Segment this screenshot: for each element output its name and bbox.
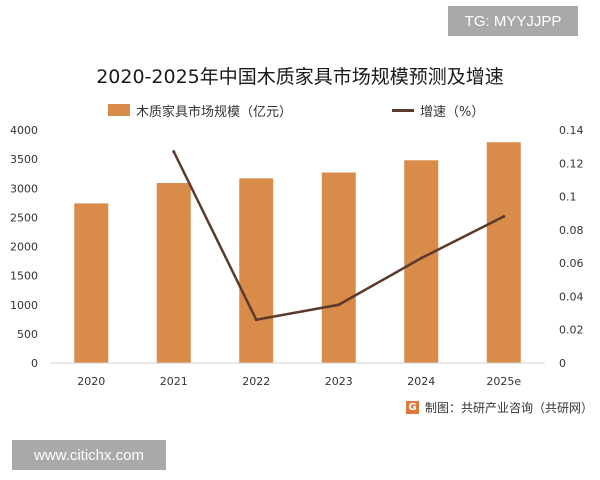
y-left-tick-label: 2000	[10, 241, 38, 254]
growth-point-2024	[419, 256, 423, 260]
growth-point-2022	[254, 318, 258, 322]
x-tick-label: 2022	[242, 375, 270, 388]
chart-legend: 木质家具市场规模（亿元） 增速（%）	[0, 100, 600, 120]
bar-2025e	[486, 142, 521, 363]
y-right-tick-label: 0.02	[559, 324, 584, 337]
x-tick-label: 2024	[407, 375, 435, 388]
watermark-badge-url: www.citichx.com	[12, 440, 166, 470]
bar-2023	[321, 172, 356, 363]
y-right-tick-label: 0.08	[559, 224, 584, 237]
watermark-badge-tg: TG: MYYJJPP	[448, 6, 578, 36]
bar-2020	[74, 203, 109, 363]
x-tick-label: 2020	[77, 375, 105, 388]
source-text: 制图：共研产业咨询（共研网）	[425, 401, 594, 415]
y-left-tick-label: 3000	[10, 182, 38, 195]
y-left-tick-label: 2500	[10, 211, 38, 224]
y-left-tick-label: 4000	[10, 124, 38, 137]
chart-source: G 制图：共研产业咨询（共研网）	[406, 399, 593, 416]
y-right-tick-label: 0.04	[559, 290, 584, 303]
legend-label-bar: 木质家具市场规模（亿元）	[136, 105, 293, 120]
x-tick-label: 2023	[325, 375, 353, 388]
y-right-tick-label: 0.12	[559, 157, 584, 170]
x-tick-label: 2025e	[486, 375, 521, 388]
y-left-tick-label: 1500	[10, 270, 38, 283]
growth-point-2023	[337, 303, 341, 307]
y-left-tick-label: 500	[17, 328, 38, 341]
legend-swatch-line	[392, 109, 414, 112]
y-left-tick-label: 3500	[10, 153, 38, 166]
bar-2021	[156, 183, 191, 363]
x-tick-label: 2021	[160, 375, 188, 388]
y-left-tick-label: 1000	[10, 299, 38, 312]
bar-2024	[404, 160, 439, 363]
growth-point-2021	[172, 150, 176, 154]
chart-title: 2020-2025年中国木质家具市场规模预测及增速	[96, 66, 504, 88]
growth-point-2025e	[502, 215, 506, 219]
y-left-tick-label: 0	[31, 357, 38, 370]
legend-label-line: 增速（%）	[420, 105, 485, 120]
brand-logo-icon: G	[406, 401, 419, 414]
bar-2022	[239, 178, 274, 363]
legend-swatch-bar	[108, 104, 130, 116]
y-right-tick-label: 0.06	[559, 257, 584, 270]
y-right-tick-label: 0.1	[559, 191, 577, 204]
y-right-tick-label: 0	[559, 357, 566, 370]
y-right-tick-label: 0.14	[559, 124, 584, 137]
